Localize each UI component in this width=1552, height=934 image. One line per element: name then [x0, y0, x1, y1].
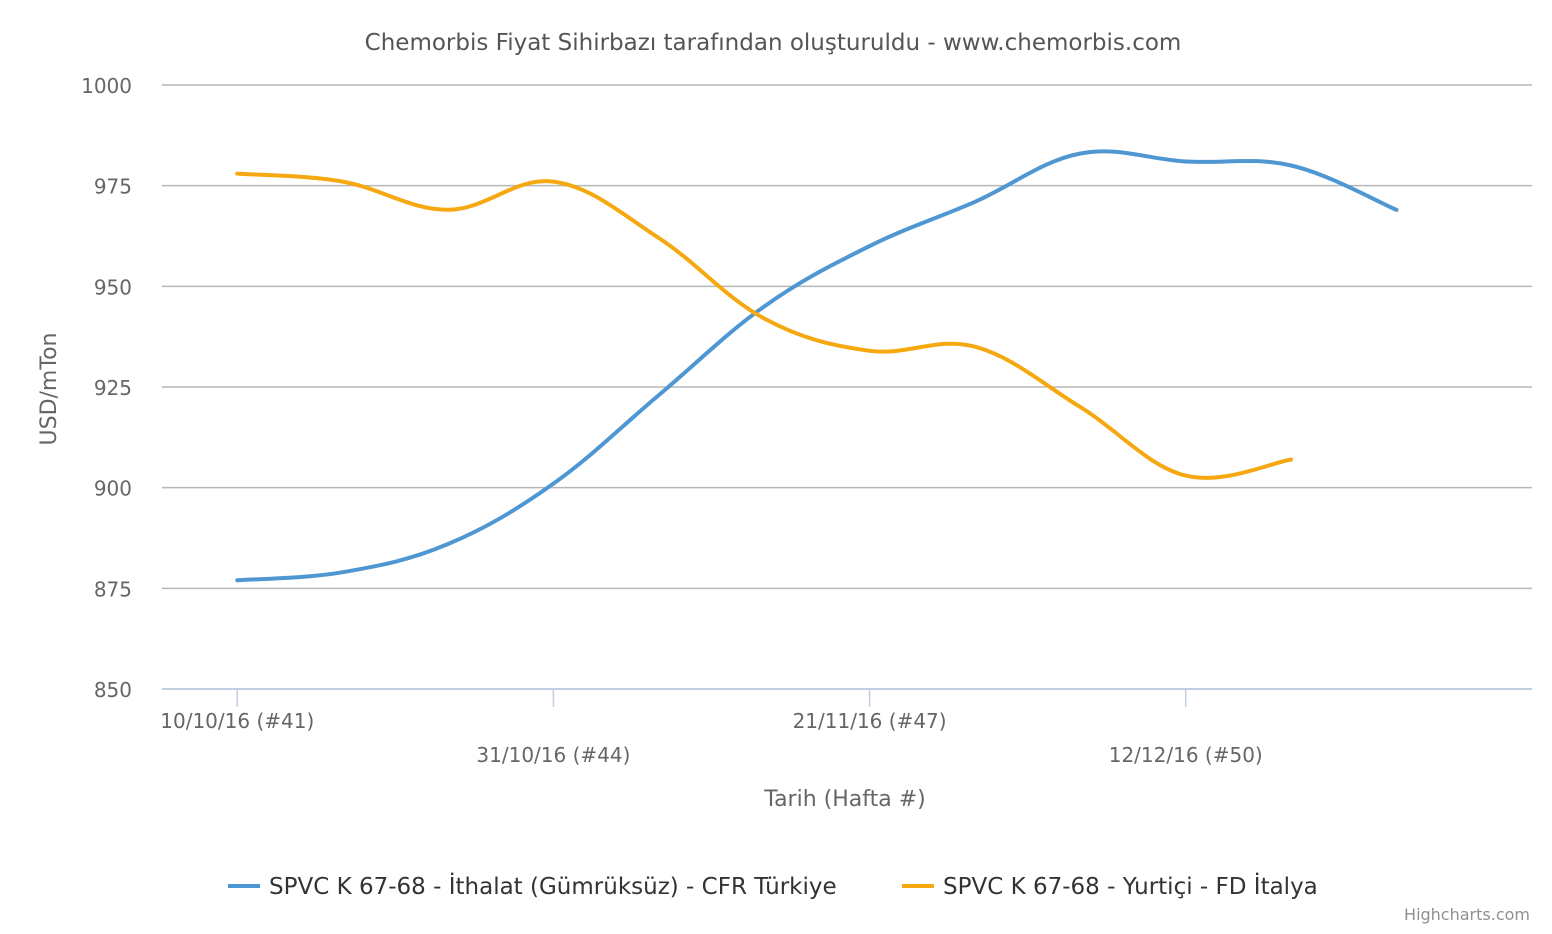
y-axis-label: USD/mTon: [37, 333, 62, 446]
legend-item-2[interactable]: SPVC K 67-68 - Yurtiçi - FD İtalya: [902, 872, 1318, 900]
legend-label: SPVC K 67-68 - Yurtiçi - FD İtalya: [943, 872, 1318, 900]
y-tick-label: 900: [94, 477, 132, 501]
y-tick-label: 850: [94, 678, 132, 702]
y-tick-label: 1000: [81, 74, 132, 98]
x-tick-label: 31/10/16 (#44): [476, 743, 630, 767]
y-tick-label: 975: [94, 175, 132, 199]
credits-link[interactable]: Highcharts.com: [1404, 905, 1530, 924]
y-tick-label: 950: [94, 275, 132, 299]
y-tick-label: 875: [94, 577, 132, 601]
legend-label: SPVC K 67-68 - İthalat (Gümrüksüz) - CFR…: [269, 872, 837, 900]
series-line-2: [235, 171, 1294, 480]
x-axis-label: Tarih (Hafta #): [763, 787, 925, 812]
y-tick-label: 925: [94, 376, 132, 400]
chart-title: Chemorbis Fiyat Sihirbazı tarafından olu…: [365, 30, 1182, 56]
gridlines: [162, 84, 1532, 590]
series-lines: [235, 149, 1399, 583]
series-line-1: [235, 149, 1399, 583]
x-tick-label: 21/11/16 (#47): [793, 709, 947, 733]
legend: SPVC K 67-68 - İthalat (Gümrüksüz) - CFR…: [228, 872, 1318, 900]
x-tick-label: 10/10/16 (#41): [160, 709, 314, 733]
x-axis-ticks: 10/10/16 (#41) 31/10/16 (#44) 21/11/16 (#4…: [160, 689, 1263, 767]
x-tick-label: 12/12/16 (#50): [1109, 743, 1263, 767]
y-axis-ticks: 850 875 900 925 950 975 1000: [81, 74, 132, 702]
legend-item-1[interactable]: SPVC K 67-68 - İthalat (Gümrüksüz) - CFR…: [228, 872, 837, 900]
